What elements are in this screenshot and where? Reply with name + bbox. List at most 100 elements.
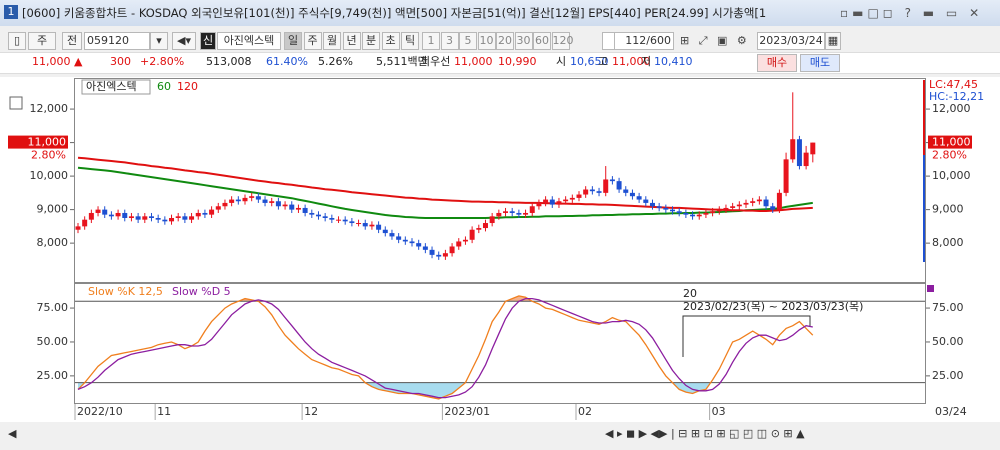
scroll-controls[interactable]: ◀ ▸ ◼ ▶ ◀▶ | ⊟ ⊞ ⊡ ⊞ ◱ ◰ ◫ ⊙ ⊞ ▲ [605, 427, 805, 440]
y-tick-label: 25.00 [932, 369, 964, 382]
chart: 아진엑스텍 60 120 Slow %K 12,5 Slow %D 5 LC:4… [0, 77, 1000, 450]
candle-body [142, 216, 148, 220]
period-button[interactable]: 3 [440, 32, 459, 50]
period-button[interactable]: 10 [477, 32, 496, 50]
quote-open: 10,650 [570, 55, 609, 68]
period-button[interactable]: 년 [342, 32, 361, 50]
period-button[interactable]: 120 [551, 32, 574, 50]
period-button[interactable]: 월 [323, 32, 341, 50]
candle-body [523, 212, 529, 215]
candle-body [128, 216, 134, 218]
tool-icons[interactable]: ⊞ ⤢ ▣ ⚙ [680, 34, 750, 47]
candle-body [122, 212, 128, 218]
period-button[interactable]: 5 [459, 32, 477, 50]
candle-body [222, 202, 228, 207]
candle-body [108, 214, 114, 217]
y-tick-label: 10,000 [30, 169, 69, 182]
period-button[interactable]: 일 [284, 32, 302, 50]
candle-body [102, 209, 108, 215]
candle-body [543, 199, 549, 203]
candle-body [322, 216, 328, 218]
candle-body [429, 249, 435, 255]
candle-body [603, 179, 609, 193]
market-select[interactable]: 주 [28, 32, 56, 50]
quote-row [0, 52, 1000, 74]
grid-icon[interactable] [9, 96, 23, 110]
period-button[interactable]: 틱 [401, 32, 419, 50]
candle-body [249, 196, 255, 198]
candle-body [175, 216, 181, 218]
candle-body [696, 214, 702, 217]
annotation-period: 20 [683, 287, 697, 300]
search-button[interactable]: 전 [62, 32, 82, 50]
x-tick-label: 11 [157, 405, 171, 418]
quote-vol-ratio: 61.40% [266, 55, 308, 68]
code-dropdown[interactable]: ▾ [150, 32, 168, 50]
candle-body [656, 206, 662, 208]
candle-body [155, 217, 161, 220]
period-button[interactable]: 주 [303, 32, 322, 50]
period-button[interactable]: 1 [422, 32, 440, 50]
layout-button[interactable]: ▯ [8, 32, 26, 50]
candle-body [482, 223, 488, 229]
candle-body [282, 204, 288, 207]
quote-open-label: 시 [556, 55, 567, 68]
candle-body [676, 211, 682, 213]
candle-body [783, 159, 789, 193]
period-button[interactable]: 60 [533, 32, 551, 50]
stoch-panel [74, 283, 926, 404]
candle-body [75, 226, 81, 230]
legend-box [81, 79, 151, 95]
stock-name: 아진엑스텍 [217, 32, 281, 50]
candle-body [563, 199, 569, 202]
quote-bid: 10,990 [498, 55, 537, 68]
sound-button[interactable]: ◀▾ [172, 32, 196, 50]
legend-d: Slow %D 5 [172, 285, 231, 298]
window-controls[interactable]: ▫▬□◻ ? ▬ ▭ ✕ [840, 6, 984, 20]
candle-body [396, 236, 402, 240]
sell-button[interactable]: 매도 [800, 54, 840, 72]
candle-body [162, 219, 168, 222]
scroll-left[interactable]: ◀ [8, 427, 17, 440]
candle-body [670, 209, 676, 212]
y-tick-label: 75.00 [932, 301, 964, 314]
candle-body [469, 229, 475, 240]
title-bar [0, 0, 1000, 26]
candle-body [509, 211, 515, 213]
chart-background [0, 77, 1000, 450]
candle-body [576, 194, 582, 198]
candle-body [235, 199, 241, 202]
candle-body [756, 199, 762, 202]
period-button[interactable]: 30 [514, 32, 533, 50]
candle-body [88, 212, 94, 220]
y-tick-label: 25.00 [37, 369, 69, 382]
x-tick-label: 03/24 [935, 405, 967, 418]
candle-body [135, 216, 141, 220]
code-input[interactable]: 059120 [84, 32, 150, 50]
candle-body [489, 216, 495, 224]
period-button[interactable]: 초 [381, 32, 400, 50]
period-button[interactable]: 20 [496, 32, 514, 50]
candle-body [342, 219, 348, 222]
candle-body [115, 212, 121, 217]
period-button[interactable]: 분 [362, 32, 380, 50]
buy-button[interactable]: 매수 [757, 54, 797, 72]
date-input[interactable]: 2023/03/24 [757, 32, 825, 50]
candle-body [796, 139, 802, 167]
candle-body [596, 191, 602, 193]
panel-icon[interactable] [927, 285, 934, 292]
candle-body [82, 219, 88, 227]
quote-amount: 5,511백만 [376, 55, 428, 68]
scroll-bar [0, 422, 1000, 450]
legend-stock: 아진엑스텍 [86, 80, 137, 93]
candle-body [649, 202, 655, 207]
candle-body [803, 152, 809, 167]
quote-change-pct: +2.80% [140, 55, 185, 68]
count-input[interactable]: 112/600 [614, 32, 674, 50]
legend-k: Slow %K 12,5 [88, 285, 163, 298]
candle-body [209, 209, 215, 215]
candle-body [710, 211, 716, 213]
calendar-button[interactable]: ▦ [825, 32, 841, 50]
candle-body [356, 223, 362, 225]
quote-low: 10,410 [654, 55, 693, 68]
